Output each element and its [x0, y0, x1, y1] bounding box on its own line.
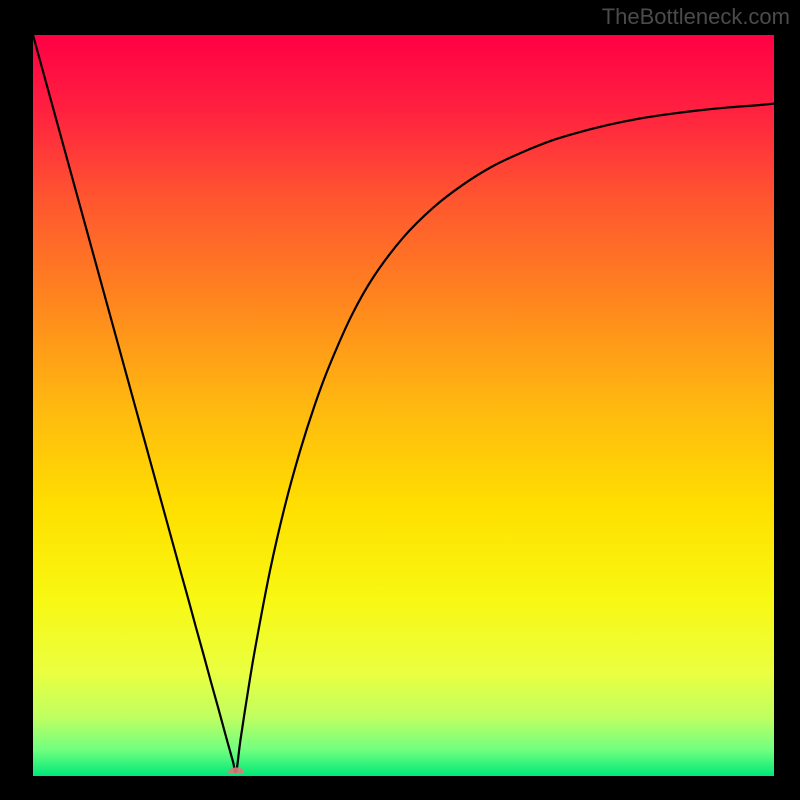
- chart-plot-area: [33, 35, 774, 773]
- chart-frame: [30, 32, 777, 776]
- bottleneck-curve: [33, 35, 774, 773]
- optimal-point-marker: [228, 767, 244, 773]
- watermark-text: TheBottleneck.com: [602, 4, 790, 30]
